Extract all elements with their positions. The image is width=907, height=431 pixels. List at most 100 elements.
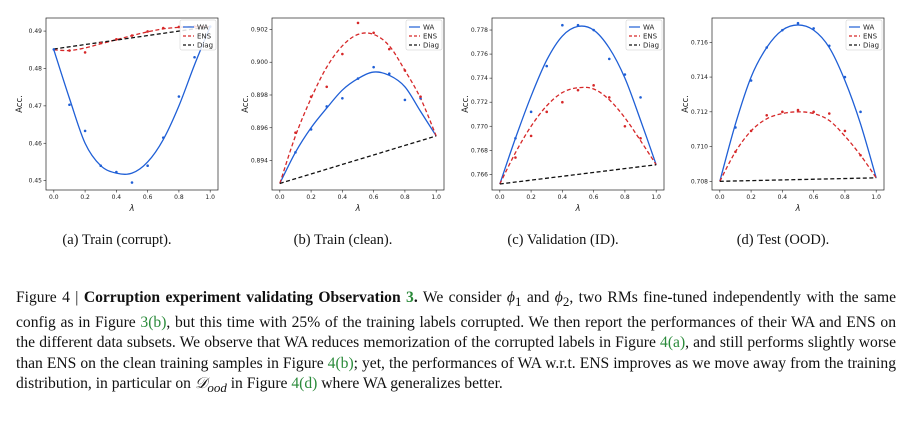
x-tick-label: 0.6 xyxy=(143,194,153,201)
chart-train-clean: 0.0 0.2 0.4 0.6 0.8 1.0 0.894 0.896 0.898 0.900 0.… xyxy=(241,17,445,213)
legend-label-ens: ENS xyxy=(643,32,658,40)
caption-text-6: ; yet, the performances of WA w.r.t. ENS… xyxy=(16,354,896,393)
d-ood-symbol: 𝒟 xyxy=(194,375,208,393)
legend-label-diag: Diag xyxy=(643,41,659,49)
x-axis-label: λ xyxy=(794,204,800,213)
y-tick-label: 0.714 xyxy=(691,74,708,81)
data-point-wa xyxy=(576,23,580,27)
x-tick-label: 0.2 xyxy=(746,194,756,201)
data-point-wa xyxy=(529,110,533,114)
data-point-ens xyxy=(403,69,407,72)
data-point-ens xyxy=(177,25,181,29)
y-axis-label: Acc. xyxy=(15,95,25,113)
subcaption-d: (d) Test (OOD). xyxy=(736,232,830,248)
x-tick-label: 0.6 xyxy=(589,194,599,201)
data-point-wa xyxy=(796,21,800,25)
data-point-wa xyxy=(592,28,595,32)
data-point-wa xyxy=(812,27,815,30)
ref-figure-4d[interactable]: 4(d) xyxy=(291,375,318,393)
series-line-wa xyxy=(279,71,437,184)
data-point-ens xyxy=(68,49,71,52)
caption-text-8: where WA generalizes better. xyxy=(317,375,503,393)
data-point-wa xyxy=(356,77,360,80)
x-axis-label: λ xyxy=(354,204,360,213)
data-point-ens xyxy=(387,47,391,51)
caption-text-7: in Figure xyxy=(226,375,292,393)
ref-figure-3b[interactable]: 3(b) xyxy=(140,313,167,331)
data-point-wa xyxy=(309,128,313,131)
legend-label-wa: WA xyxy=(423,23,435,31)
data-point-ens xyxy=(545,110,549,114)
data-point-wa xyxy=(294,151,297,154)
x-tick-label: 0.4 xyxy=(558,194,568,201)
data-point-ens xyxy=(161,26,165,30)
x-tick-label: 0.2 xyxy=(526,194,536,201)
data-point-ens xyxy=(843,129,847,133)
y-tick-label: 0.766 xyxy=(471,171,488,178)
data-point-ens xyxy=(325,85,329,89)
y-axis-label: Acc. xyxy=(461,95,471,113)
data-point-ens xyxy=(576,88,580,92)
data-point-ens xyxy=(99,41,103,45)
data-point-ens xyxy=(130,34,134,37)
x-tick-label: 0.8 xyxy=(620,194,630,201)
ref-figure-4b[interactable]: 4(b) xyxy=(327,354,354,372)
legend-label-diag: Diag xyxy=(863,41,879,49)
plot-frame xyxy=(271,17,445,191)
y-tick-label: 0.774 xyxy=(471,75,488,82)
y-axis-label: Acc. xyxy=(681,95,691,113)
d-ood-subscript: ood xyxy=(207,380,227,396)
data-point-ens xyxy=(639,136,642,140)
data-point-ens xyxy=(529,134,533,138)
data-point-ens xyxy=(83,51,87,54)
data-point-ens xyxy=(827,112,831,115)
data-point-wa xyxy=(146,164,149,167)
panel-c: 0.0 0.2 0.4 0.6 0.8 1.0 0.766 0.768 0.770 0.772 0.… xyxy=(456,8,678,213)
data-point-ens xyxy=(341,52,344,56)
data-point-wa xyxy=(749,79,753,82)
chart-validation-id: 0.0 0.2 0.4 0.6 0.8 1.0 0.766 0.768 0.770 0.772 0.… xyxy=(461,17,665,213)
y-tick-label: 0.46 xyxy=(29,140,43,147)
data-point-ens xyxy=(514,156,517,159)
data-point-wa xyxy=(403,98,407,102)
data-point-ens xyxy=(734,150,737,154)
x-axis-label: λ xyxy=(574,204,580,213)
data-point-wa xyxy=(325,105,329,108)
series-line-ens xyxy=(499,86,657,185)
y-tick-label: 0.47 xyxy=(29,103,43,110)
data-point-wa xyxy=(341,96,344,100)
y-tick-label: 0.770 xyxy=(471,123,488,130)
caption-text-5: , and still performs slightly worse than… xyxy=(16,334,897,372)
ref-figure-4a[interactable]: 4(a) xyxy=(660,334,686,352)
subcaption-b: (b) Train (clean). xyxy=(293,232,393,248)
x-tick-label: 0.2 xyxy=(306,194,316,201)
data-point-wa xyxy=(130,181,134,184)
data-point-ens xyxy=(859,153,862,157)
plot-frame xyxy=(491,17,665,191)
series-line-diag xyxy=(719,177,877,182)
data-point-wa xyxy=(68,103,71,107)
data-point-ens xyxy=(812,110,815,114)
chart-test-ood: 0.0 0.2 0.4 0.6 0.8 1.0 0.708 0.710 0.712 0.714 0.… xyxy=(681,17,885,213)
caption-text-4: , but this time with 25% of the training… xyxy=(16,313,897,352)
data-point-wa xyxy=(765,46,769,49)
data-point-wa xyxy=(781,28,784,32)
data-point-ens xyxy=(115,38,118,41)
series-line-ens xyxy=(719,111,877,182)
chart-train-corrupt: 0.0 0.2 0.4 0.6 0.8 1.0 0.45 0.46 0.47 0.48 0.49 λ A… xyxy=(15,17,219,213)
caption-text-3: , two RMs fine-tuned independently with … xyxy=(16,289,896,331)
data-point-wa xyxy=(193,55,196,59)
y-tick-label: 0.900 xyxy=(251,59,268,66)
y-tick-label: 0.48 xyxy=(29,65,43,72)
data-point-ens xyxy=(146,30,149,33)
x-tick-label: 0.6 xyxy=(809,194,819,201)
legend-label-diag: Diag xyxy=(423,41,439,49)
y-tick-label: 0.716 xyxy=(691,39,708,46)
x-tick-label: 1.0 xyxy=(651,194,661,201)
phi1-subscript: 1 xyxy=(514,294,522,310)
x-tick-label: 0.0 xyxy=(715,194,725,201)
y-tick-label: 0.712 xyxy=(691,109,708,116)
ref-observation-3[interactable]: 3 xyxy=(406,289,414,306)
series-line-wa xyxy=(53,26,211,175)
data-point-wa xyxy=(387,72,391,75)
